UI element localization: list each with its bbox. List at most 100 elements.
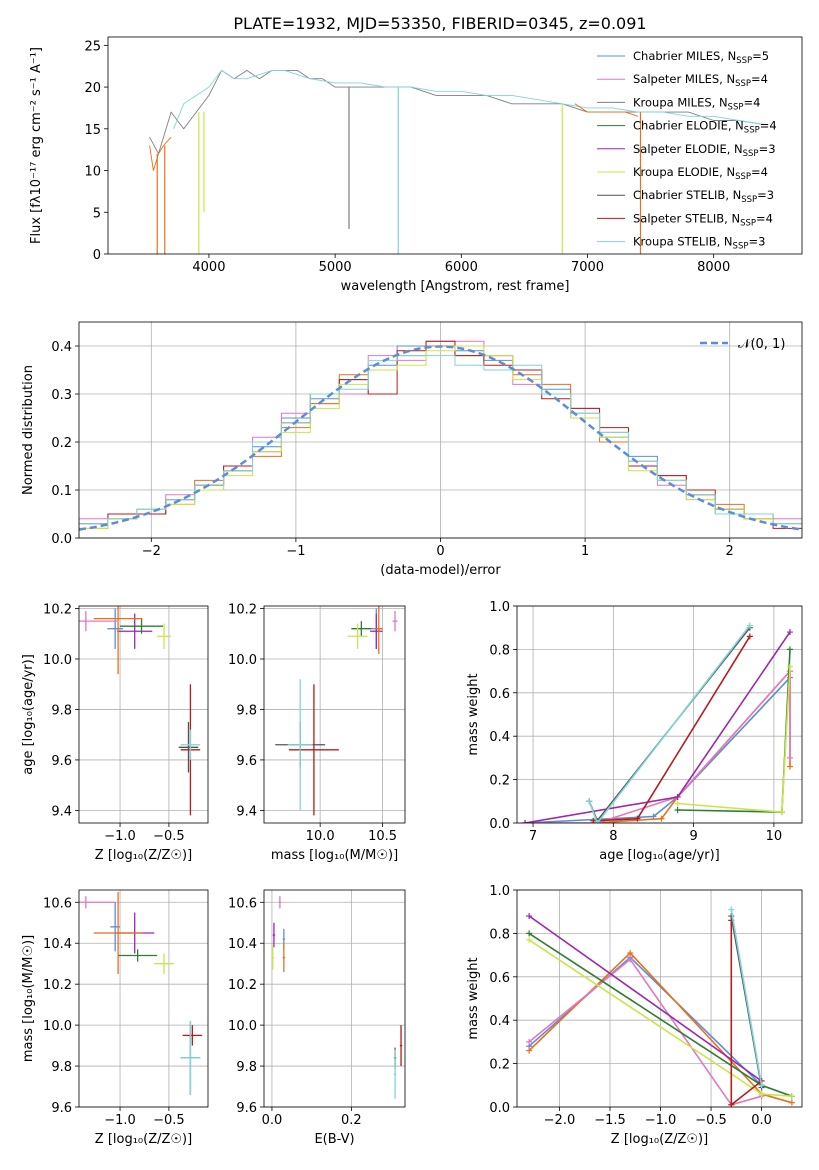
legend-label-main: Salpeter ELODIE, N <box>633 142 743 156</box>
series-line-3 <box>574 103 639 117</box>
y-tick-label: 0.2 <box>489 774 510 789</box>
x-tick-label: 5000 <box>319 260 352 275</box>
x-tick-label: −1.0 <box>104 1113 136 1128</box>
series-marker <box>786 629 793 636</box>
series-line-3 <box>528 915 763 1082</box>
x-tick-label: −1.0 <box>645 1113 677 1128</box>
chart-residuals: 𝒩(0, 1) −2 −1 0 1 2 0.0 0.1 0.2 0.3 0.4 (data-model… <box>21 321 803 578</box>
legend-label-main: Kroupa ELODIE, N <box>633 165 735 179</box>
series-marker <box>746 633 753 640</box>
chart-age-vs-Z: −1.0 −0.5 9.4 9.6 9.8 10.0 10.2 Z [log₁₀(Z/Z☉)]… <box>21 603 209 863</box>
x-tick-label: 10.0 <box>306 829 335 844</box>
series-marker <box>634 815 641 822</box>
x-axis-label: Z [log₁₀(Z/Z☉)] <box>95 848 192 863</box>
series-marker <box>658 815 665 822</box>
x-axis-label: E(B-V) <box>314 1132 354 1147</box>
legend-label: Salpeter MILES, NSSP=4 <box>633 72 768 89</box>
x-axis-label: wavelength [Angstrom, rest frame] <box>341 279 570 294</box>
series-marker <box>786 646 793 653</box>
chart-weight-vs-Z: −2.0 −1.5 −1.0 −0.5 0.0 0.0 0.2 0.4 0.6 0.8 1.0 Z [… <box>466 884 803 1147</box>
y-tick-label: 0.6 <box>489 687 510 702</box>
y-tick-label: 0.4 <box>489 1014 510 1029</box>
legend-label: Chabrier STELIB, NSSP=3 <box>633 188 774 205</box>
x-tick-label: −2.0 <box>544 1113 576 1128</box>
x-tick-label: 7 <box>529 829 537 844</box>
series-marker <box>627 956 634 963</box>
plot-area <box>275 606 398 816</box>
x-tick-label: 6000 <box>445 260 478 275</box>
y-tick-label: 10.2 <box>228 978 257 993</box>
series-marker <box>758 1082 765 1089</box>
chart-spectrum: 4000 5000 6000 7000 8000 0 5 10 15 20 25 wavelength… <box>29 36 803 294</box>
y-tick-label: 1.0 <box>489 600 510 615</box>
plot-area <box>79 892 203 1095</box>
series-marker <box>586 798 593 805</box>
series-line-1 <box>173 69 765 129</box>
legend-label-main: Chabrier MILES, N <box>633 49 736 63</box>
series-line-6 <box>593 635 751 822</box>
series-line-2 <box>149 136 172 171</box>
legend-label-sub: SSP <box>736 56 752 66</box>
y-tick-label: 0.8 <box>489 643 510 658</box>
series-marker <box>526 936 533 943</box>
y-tick-label: 9.4 <box>51 804 72 819</box>
x-tick-label: −0.5 <box>153 1113 185 1128</box>
y-tick-label: 25 <box>84 39 101 54</box>
x-axis-label: Z [log₁₀(Z/Z☉)] <box>95 1132 192 1147</box>
y-tick-label: 0.0 <box>51 532 72 547</box>
axes-frame <box>263 889 406 1108</box>
y-tick-label: 0.8 <box>489 927 510 942</box>
plot-area <box>79 340 802 538</box>
series-marker <box>788 1099 795 1106</box>
series-line-1 <box>593 670 791 823</box>
series-marker <box>522 820 529 823</box>
series-marker <box>728 913 735 920</box>
series-line-3 <box>524 631 791 823</box>
y-tick-label: 9.8 <box>51 1060 72 1075</box>
y-axis-label: mass [log₁₀(M/M☉)] <box>21 935 36 1062</box>
chart-age-vs-mass: 10.0 10.5 9.4 9.6 9.8 10.0 10.2 mass [log₁₀(M/M… <box>228 603 406 863</box>
x-tick-label: 2 <box>726 544 734 559</box>
x-tick-label: −0.5 <box>153 829 185 844</box>
legend-label-sub: SSP <box>741 195 757 205</box>
x-tick-label: 8 <box>609 829 617 844</box>
y-tick-label: 10.6 <box>228 896 257 911</box>
series-marker <box>526 1047 533 1054</box>
series-marker <box>786 754 793 761</box>
legend-label-sub: SSP <box>733 242 749 252</box>
legend-label-sub: SSP <box>740 218 756 228</box>
x-tick-label: −1 <box>286 544 305 559</box>
legend-label: Salpeter STELIB, NSSP=4 <box>633 211 773 228</box>
series-marker <box>786 663 793 670</box>
series-line-8 <box>588 625 751 823</box>
y-tick-label: 0.2 <box>51 436 72 451</box>
series-marker <box>594 820 601 823</box>
y-axis-label: mass weight <box>466 957 481 1039</box>
y-tick-label: 0.6 <box>489 971 510 986</box>
x-tick-label: −2 <box>142 544 161 559</box>
legend-label-main: Kroupa MILES, N <box>633 95 728 109</box>
plot-area <box>522 622 793 823</box>
legend-label: Chabrier MILES, NSSP=5 <box>633 49 769 66</box>
legend-label-tail: =5 <box>752 49 769 63</box>
x-tick-label: 4000 <box>192 260 225 275</box>
legend-label-main: Chabrier ELODIE, N <box>633 119 744 133</box>
series-marker <box>746 622 753 629</box>
series-marker <box>788 1093 795 1100</box>
x-tick-label: 10.5 <box>368 829 397 844</box>
y-tick-label: 9.8 <box>236 1060 257 1075</box>
axes-frame <box>516 889 803 1108</box>
series-marker <box>526 1038 533 1045</box>
x-tick-label: 8000 <box>697 260 730 275</box>
series-marker <box>786 763 793 770</box>
plot-area <box>149 69 765 254</box>
series-marker <box>627 949 634 956</box>
series-line-4 <box>677 649 791 813</box>
y-tick-label: 15 <box>84 123 101 138</box>
legend-label-sub: SSP <box>735 79 751 89</box>
series-line-0 <box>524 677 791 823</box>
y-tick-label: 0.2 <box>489 1058 510 1073</box>
plot-area <box>271 896 403 1099</box>
legend-label-tail: =4 <box>760 119 777 133</box>
y-tick-label: 9.6 <box>236 1101 257 1116</box>
